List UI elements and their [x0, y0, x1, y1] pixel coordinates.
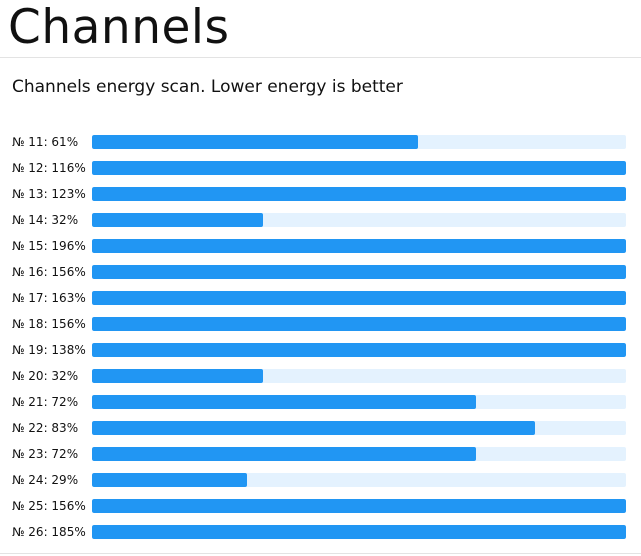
channel-row: № 14: 32%: [0, 212, 641, 238]
channel-row: № 20: 32%: [0, 368, 641, 394]
channel-label: № 20: 32%: [12, 369, 79, 383]
energy-progress-fill: [92, 135, 418, 149]
energy-progress-track: [92, 447, 626, 461]
energy-progress-fill: [92, 525, 626, 539]
channel-row: № 25: 156%: [0, 498, 641, 524]
energy-progress-track: [92, 161, 626, 175]
channel-label: № 19: 138%: [12, 343, 86, 357]
energy-progress-track: [92, 369, 626, 383]
energy-progress-track: [92, 135, 626, 149]
channel-label: № 12: 116%: [12, 161, 86, 175]
channel-row: № 22: 83%: [0, 420, 641, 446]
channel-row: № 15: 196%: [0, 238, 641, 264]
energy-progress-fill: [92, 421, 536, 435]
energy-progress-fill: [92, 291, 626, 305]
energy-progress-fill: [92, 265, 626, 279]
channel-label: № 22: 83%: [12, 421, 79, 435]
channel-row: № 13: 123%: [0, 186, 641, 212]
channel-label: № 21: 72%: [12, 395, 79, 409]
energy-progress-fill: [92, 499, 626, 513]
channel-row: № 16: 156%: [0, 264, 641, 290]
energy-progress-fill: [92, 369, 263, 383]
energy-progress-fill: [92, 447, 477, 461]
channel-label: № 26: 185%: [12, 525, 86, 539]
channel-label: № 11: 61%: [12, 135, 79, 149]
channel-row: № 24: 29%: [0, 472, 641, 498]
channel-label: № 23: 72%: [12, 447, 79, 461]
energy-progress-track: [92, 239, 626, 253]
energy-progress-fill: [92, 161, 626, 175]
energy-progress-fill: [92, 395, 477, 409]
energy-progress-fill: [92, 343, 626, 357]
energy-progress-track: [92, 421, 626, 435]
channel-label: № 17: 163%: [12, 291, 86, 305]
energy-progress-fill: [92, 187, 626, 201]
energy-progress-track: [92, 473, 626, 487]
channel-row: № 26: 185%: [0, 524, 641, 550]
channel-label: № 15: 196%: [12, 239, 86, 253]
energy-progress-track: [92, 499, 626, 513]
channel-label: № 25: 156%: [12, 499, 86, 513]
energy-progress-track: [92, 265, 626, 279]
channel-row: № 11: 61%: [0, 134, 641, 160]
page-header: Channels: [0, 0, 641, 58]
energy-progress-track: [92, 291, 626, 305]
channel-row: № 17: 163%: [0, 290, 641, 316]
channel-energy-list: № 11: 61% № 12: 116% № 13: 123% № 14: 32% № …: [0, 134, 641, 550]
channel-row: № 23: 72%: [0, 446, 641, 472]
page-title: Channels: [8, 0, 230, 55]
channel-label: № 18: 156%: [12, 317, 86, 331]
energy-progress-track: [92, 187, 626, 201]
channel-row: № 21: 72%: [0, 394, 641, 420]
channel-label: № 14: 32%: [12, 213, 79, 227]
energy-progress-track: [92, 395, 626, 409]
energy-progress-fill: [92, 213, 263, 227]
channel-row: № 18: 156%: [0, 316, 641, 342]
energy-progress-track: [92, 213, 626, 227]
channel-label: № 13: 123%: [12, 187, 86, 201]
channel-row: № 19: 138%: [0, 342, 641, 368]
energy-progress-track: [92, 525, 626, 539]
energy-progress-track: [92, 343, 626, 357]
bottom-divider: [0, 553, 641, 554]
energy-scan-description: Channels energy scan. Lower energy is be…: [12, 77, 403, 97]
energy-progress-fill: [92, 317, 626, 331]
channel-row: № 12: 116%: [0, 160, 641, 186]
energy-progress-fill: [92, 239, 626, 253]
channel-label: № 24: 29%: [12, 473, 79, 487]
energy-progress-fill: [92, 473, 247, 487]
energy-progress-track: [92, 317, 626, 331]
channel-label: № 16: 156%: [12, 265, 86, 279]
